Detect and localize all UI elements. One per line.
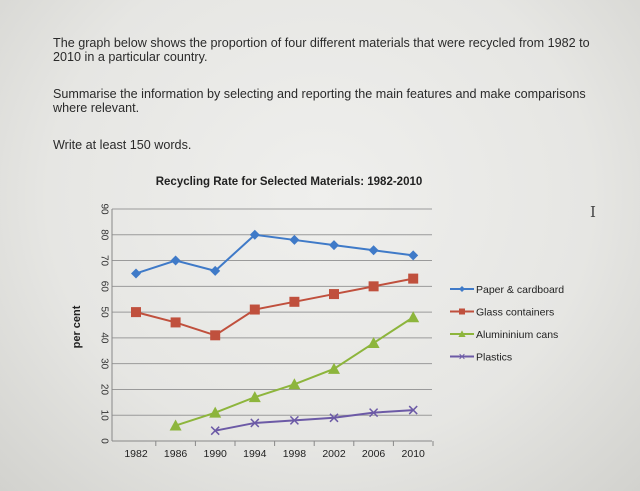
square-marker bbox=[329, 289, 339, 300]
prompt-paragraph-3: Write at least 150 words. bbox=[53, 138, 192, 152]
text-cursor-icon: I bbox=[590, 203, 596, 221]
series-line bbox=[135, 277, 414, 337]
legend-item: Plastics bbox=[450, 352, 512, 364]
legend-item: Glass containers bbox=[450, 307, 554, 319]
square-marker bbox=[249, 304, 260, 315]
x-marker bbox=[210, 426, 220, 436]
legend-label: Paper & cardboard bbox=[476, 284, 564, 296]
diamond-marker bbox=[131, 268, 141, 279]
series-alumininium-cans bbox=[169, 311, 420, 431]
x-tick-label: 1982 bbox=[124, 448, 148, 460]
diamond-marker bbox=[170, 255, 181, 266]
legend-item: Alumininium cans bbox=[450, 329, 558, 341]
y-tick-label: 20 bbox=[99, 384, 110, 396]
square-marker bbox=[289, 296, 300, 307]
square-marker bbox=[170, 317, 181, 328]
y-tick-label: 50 bbox=[99, 307, 110, 319]
x-marker bbox=[408, 405, 418, 415]
y-tick-label: 30 bbox=[99, 358, 110, 370]
diamond-marker bbox=[329, 240, 339, 251]
legend-label: Alumininium cans bbox=[476, 329, 558, 341]
triangle-marker bbox=[169, 419, 182, 431]
triangle-marker bbox=[407, 311, 420, 323]
x-tick-label: 1994 bbox=[243, 448, 267, 460]
x-tick-label: 2010 bbox=[402, 448, 426, 460]
x-tick-label: 2002 bbox=[322, 448, 346, 460]
legend-label: Plastics bbox=[476, 352, 512, 364]
x-tick-label: 1998 bbox=[283, 448, 307, 460]
y-tick-label: 10 bbox=[99, 410, 110, 422]
x-marker bbox=[289, 415, 299, 425]
diamond-marker bbox=[408, 250, 419, 261]
triangle-marker bbox=[248, 391, 261, 403]
square-marker bbox=[210, 330, 221, 341]
series-line bbox=[135, 233, 414, 275]
chart-title: Recycling Rate for Selected Materials: 1… bbox=[156, 176, 423, 188]
triangle-marker bbox=[328, 362, 340, 374]
diamond-marker bbox=[459, 286, 465, 292]
diamond-marker bbox=[249, 229, 260, 240]
y-tick-label: 80 bbox=[99, 229, 110, 241]
y-tick-label: 0 bbox=[99, 438, 110, 444]
square-marker bbox=[368, 281, 379, 292]
y-tick-label: 40 bbox=[99, 332, 110, 344]
x-tick-label: 1990 bbox=[204, 448, 228, 460]
triangle-marker bbox=[209, 406, 222, 418]
y-axis-label: per cent bbox=[71, 305, 83, 348]
series-plastics bbox=[210, 405, 418, 436]
series-glass-containers bbox=[131, 273, 419, 341]
legend-item: Paper & cardboard bbox=[450, 284, 564, 296]
triangle-marker bbox=[458, 330, 466, 337]
series-line bbox=[215, 409, 414, 432]
y-tick-label: 90 bbox=[99, 203, 110, 215]
series-paper-cardboard bbox=[131, 229, 419, 279]
triangle-marker bbox=[288, 378, 301, 390]
x-tick-label: 1986 bbox=[164, 448, 188, 460]
x-marker bbox=[329, 413, 339, 423]
x-tick-label: 2006 bbox=[362, 448, 386, 460]
prompt-paragraph-1: The graph below shows the proportion of … bbox=[53, 36, 590, 64]
x-marker bbox=[459, 353, 465, 360]
square-marker bbox=[408, 273, 419, 284]
x-marker bbox=[369, 408, 379, 418]
prompt-paragraph-2: Summarise the information by selecting a… bbox=[53, 87, 586, 115]
x-marker bbox=[250, 418, 260, 428]
diamond-marker bbox=[368, 245, 379, 256]
legend-label: Glass containers bbox=[476, 307, 554, 319]
square-marker bbox=[459, 308, 465, 315]
triangle-marker bbox=[367, 337, 380, 349]
square-marker bbox=[131, 307, 141, 318]
diamond-marker bbox=[289, 234, 300, 245]
diamond-marker bbox=[210, 265, 221, 276]
y-tick-label: 60 bbox=[99, 281, 110, 293]
y-tick-label: 70 bbox=[99, 255, 110, 267]
